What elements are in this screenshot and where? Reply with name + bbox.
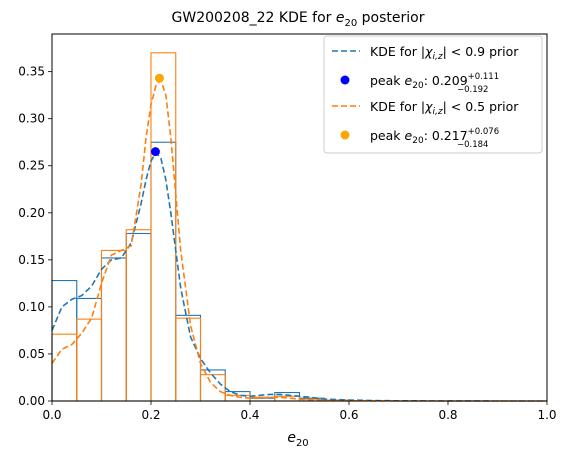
peak-colon-chi05: : bbox=[424, 128, 432, 143]
peak-var-chi09: e bbox=[405, 73, 413, 88]
legend-suffix-chi05: | < 0.5 prior bbox=[443, 99, 520, 114]
x-axis-label: e20 bbox=[287, 430, 308, 449]
kde-line-chi05 bbox=[51, 78, 547, 402]
legend-label-chi09: KDE for |χi,z| < 0.9 prior bbox=[370, 44, 519, 62]
title-var: e bbox=[336, 10, 345, 26]
title-tail: posterior bbox=[357, 10, 425, 26]
y-tick-label: 0.00 bbox=[18, 394, 45, 408]
x-tick-label: 0.6 bbox=[339, 408, 358, 422]
title-sub: 20 bbox=[344, 18, 357, 29]
peak-plus-chi09: +0.111 bbox=[468, 72, 499, 82]
peak-minus-chi09: −0.192 bbox=[457, 85, 488, 95]
y-tick-label: 0.05 bbox=[18, 347, 45, 361]
xlabel-var: e bbox=[287, 430, 296, 446]
legend-label-peak-chi09: peak e20: 0.209+0.111 bbox=[370, 72, 499, 91]
kde-line-chi09 bbox=[51, 151, 547, 402]
chart-title: GW200208_22 KDE for e20 posterior bbox=[172, 10, 425, 29]
peak-varsub-chi05: 20 bbox=[412, 136, 424, 146]
xlabel-sub: 20 bbox=[296, 438, 309, 449]
peak-markers bbox=[150, 73, 164, 157]
y-tick-label: 0.30 bbox=[18, 112, 45, 126]
legend-marker-peak-chi05 bbox=[340, 130, 350, 140]
legend-label-peak-chi05: peak e20: 0.217+0.076 bbox=[370, 127, 499, 146]
peak-plus-chi05: +0.076 bbox=[468, 127, 499, 137]
y-tick-label: 0.15 bbox=[18, 253, 45, 267]
legend-chisub-chi05: i,z bbox=[432, 107, 442, 117]
peak-value-chi09: 0.209 bbox=[432, 73, 468, 88]
y-tick-label: 0.10 bbox=[18, 300, 45, 314]
x-axis-ticks: 0.0 0.2 0.4 0.6 0.8 1.0 bbox=[42, 401, 557, 422]
peak-word-chi05: peak bbox=[370, 128, 401, 143]
peak-varsub-chi09: 20 bbox=[412, 81, 424, 91]
x-tick-label: 0.8 bbox=[438, 408, 457, 422]
legend-box bbox=[323, 35, 543, 154]
legend-prefix-chi09: KDE for | bbox=[370, 44, 425, 59]
peak-marker-chi05 bbox=[154, 73, 164, 83]
legend-label-chi05: KDE for |χi,z| < 0.5 prior bbox=[370, 99, 519, 117]
y-tick-label: 0.20 bbox=[18, 206, 45, 220]
legend-marker-peak-chi09 bbox=[340, 75, 350, 85]
legend-suffix-chi09: | < 0.9 prior bbox=[443, 44, 520, 59]
legend-prefix-chi05: KDE for | bbox=[370, 99, 425, 114]
peak-minus-chi05: −0.184 bbox=[457, 140, 488, 150]
legend-chi-chi09: χ bbox=[424, 44, 433, 59]
y-tick-label: 0.35 bbox=[18, 65, 45, 79]
x-tick-label: 0.2 bbox=[141, 408, 160, 422]
y-axis-ticks: 0.00 0.05 0.10 0.15 0.20 0.25 0.30 0.35 bbox=[18, 65, 52, 408]
legend-chi-chi05: χ bbox=[424, 99, 433, 114]
plot-frame bbox=[51, 33, 548, 402]
x-tick-label: 0.0 bbox=[42, 408, 61, 422]
peak-colon-chi09: : bbox=[424, 73, 432, 88]
legend-chisub-chi09: i,z bbox=[432, 52, 442, 62]
title-main: GW200208_22 KDE for bbox=[172, 10, 336, 26]
peak-var-chi05: e bbox=[405, 128, 413, 143]
legend: KDE for |χi,z| < 0.9 prior peak e20: 0.20… bbox=[323, 35, 543, 154]
peak-word-chi09: peak bbox=[370, 73, 401, 88]
x-tick-label: 0.4 bbox=[240, 408, 259, 422]
peak-value-chi05: 0.217 bbox=[432, 128, 468, 143]
x-tick-label: 1.0 bbox=[537, 408, 556, 422]
peak-marker-chi09 bbox=[150, 147, 160, 157]
kde-layer bbox=[51, 78, 547, 402]
y-tick-label: 0.25 bbox=[18, 159, 45, 173]
